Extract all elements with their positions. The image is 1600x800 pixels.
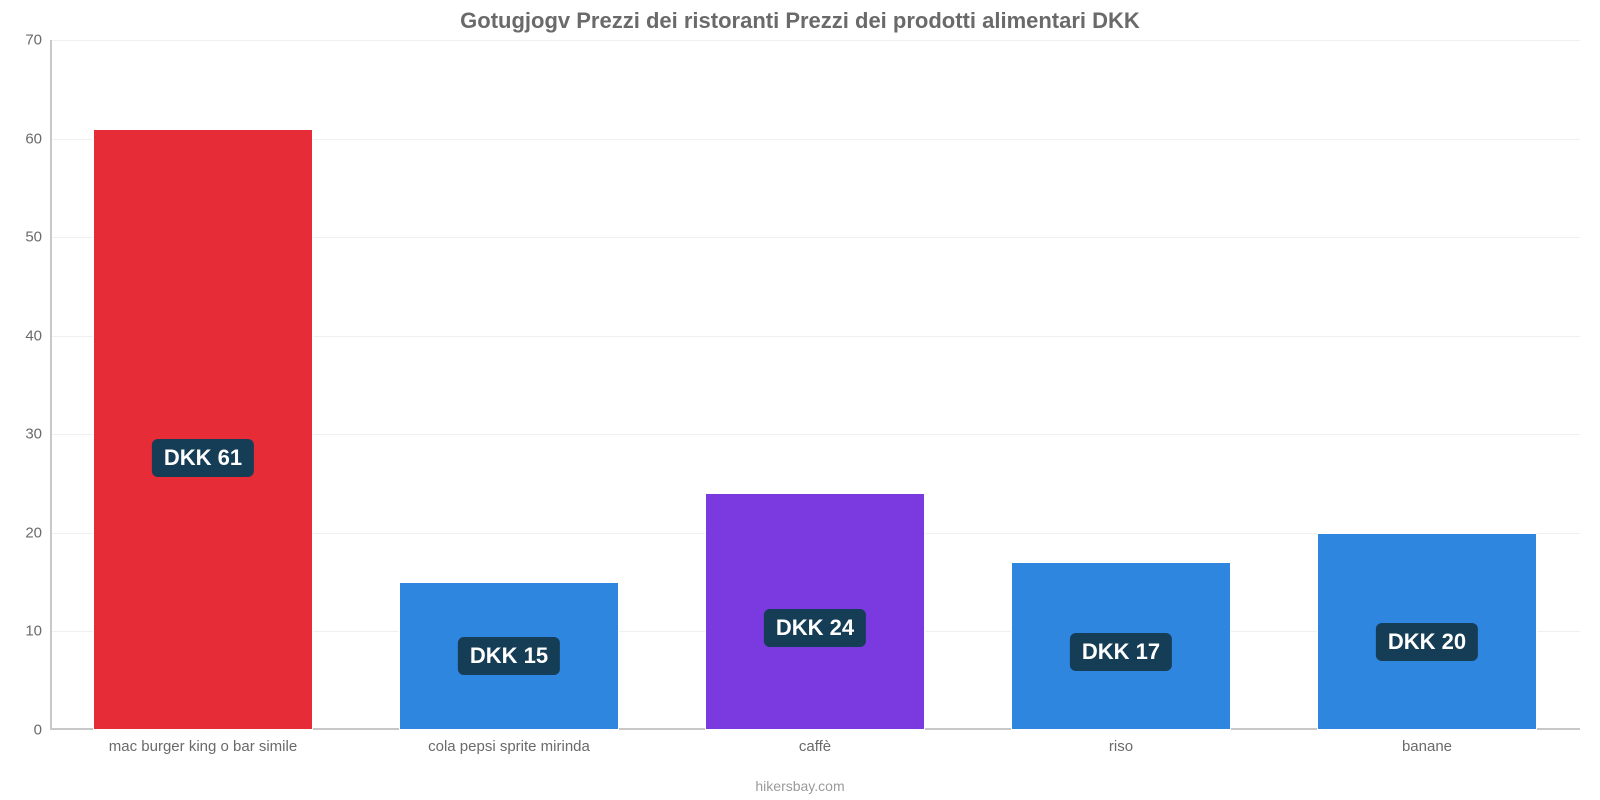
bar-slot: DKK 15cola pepsi sprite mirinda — [356, 40, 662, 730]
bar-value-label: DKK 20 — [1376, 623, 1478, 661]
bar-slot: DKK 17riso — [968, 40, 1274, 730]
x-tick-label: banane — [1274, 738, 1580, 755]
y-tick-label: 50 — [10, 229, 42, 246]
bar — [93, 129, 313, 730]
chart-plot-area: 010203040506070DKK 61mac burger king o b… — [50, 40, 1580, 730]
x-tick-label: cola pepsi sprite mirinda — [356, 738, 662, 755]
y-tick-label: 0 — [10, 722, 42, 739]
x-tick-label: mac burger king o bar simile — [50, 738, 356, 755]
bar-value-label: DKK 17 — [1070, 633, 1172, 671]
x-tick-label: riso — [968, 738, 1274, 755]
chart-credit: hikersbay.com — [0, 778, 1600, 794]
chart-title: Gotugjogv Prezzi dei ristoranti Prezzi d… — [0, 0, 1600, 34]
y-tick-label: 30 — [10, 426, 42, 443]
y-tick-label: 60 — [10, 130, 42, 147]
bar-slot: DKK 24caffè — [662, 40, 968, 730]
bar-value-label: DKK 61 — [152, 439, 254, 477]
x-tick-label: caffè — [662, 738, 968, 755]
bar-slot: DKK 61mac burger king o bar simile — [50, 40, 356, 730]
bar-slot: DKK 20banane — [1274, 40, 1580, 730]
bar-value-label: DKK 24 — [764, 609, 866, 647]
y-tick-label: 70 — [10, 32, 42, 49]
y-tick-label: 10 — [10, 623, 42, 640]
y-tick-label: 40 — [10, 327, 42, 344]
y-tick-label: 20 — [10, 524, 42, 541]
bar-value-label: DKK 15 — [458, 637, 560, 675]
